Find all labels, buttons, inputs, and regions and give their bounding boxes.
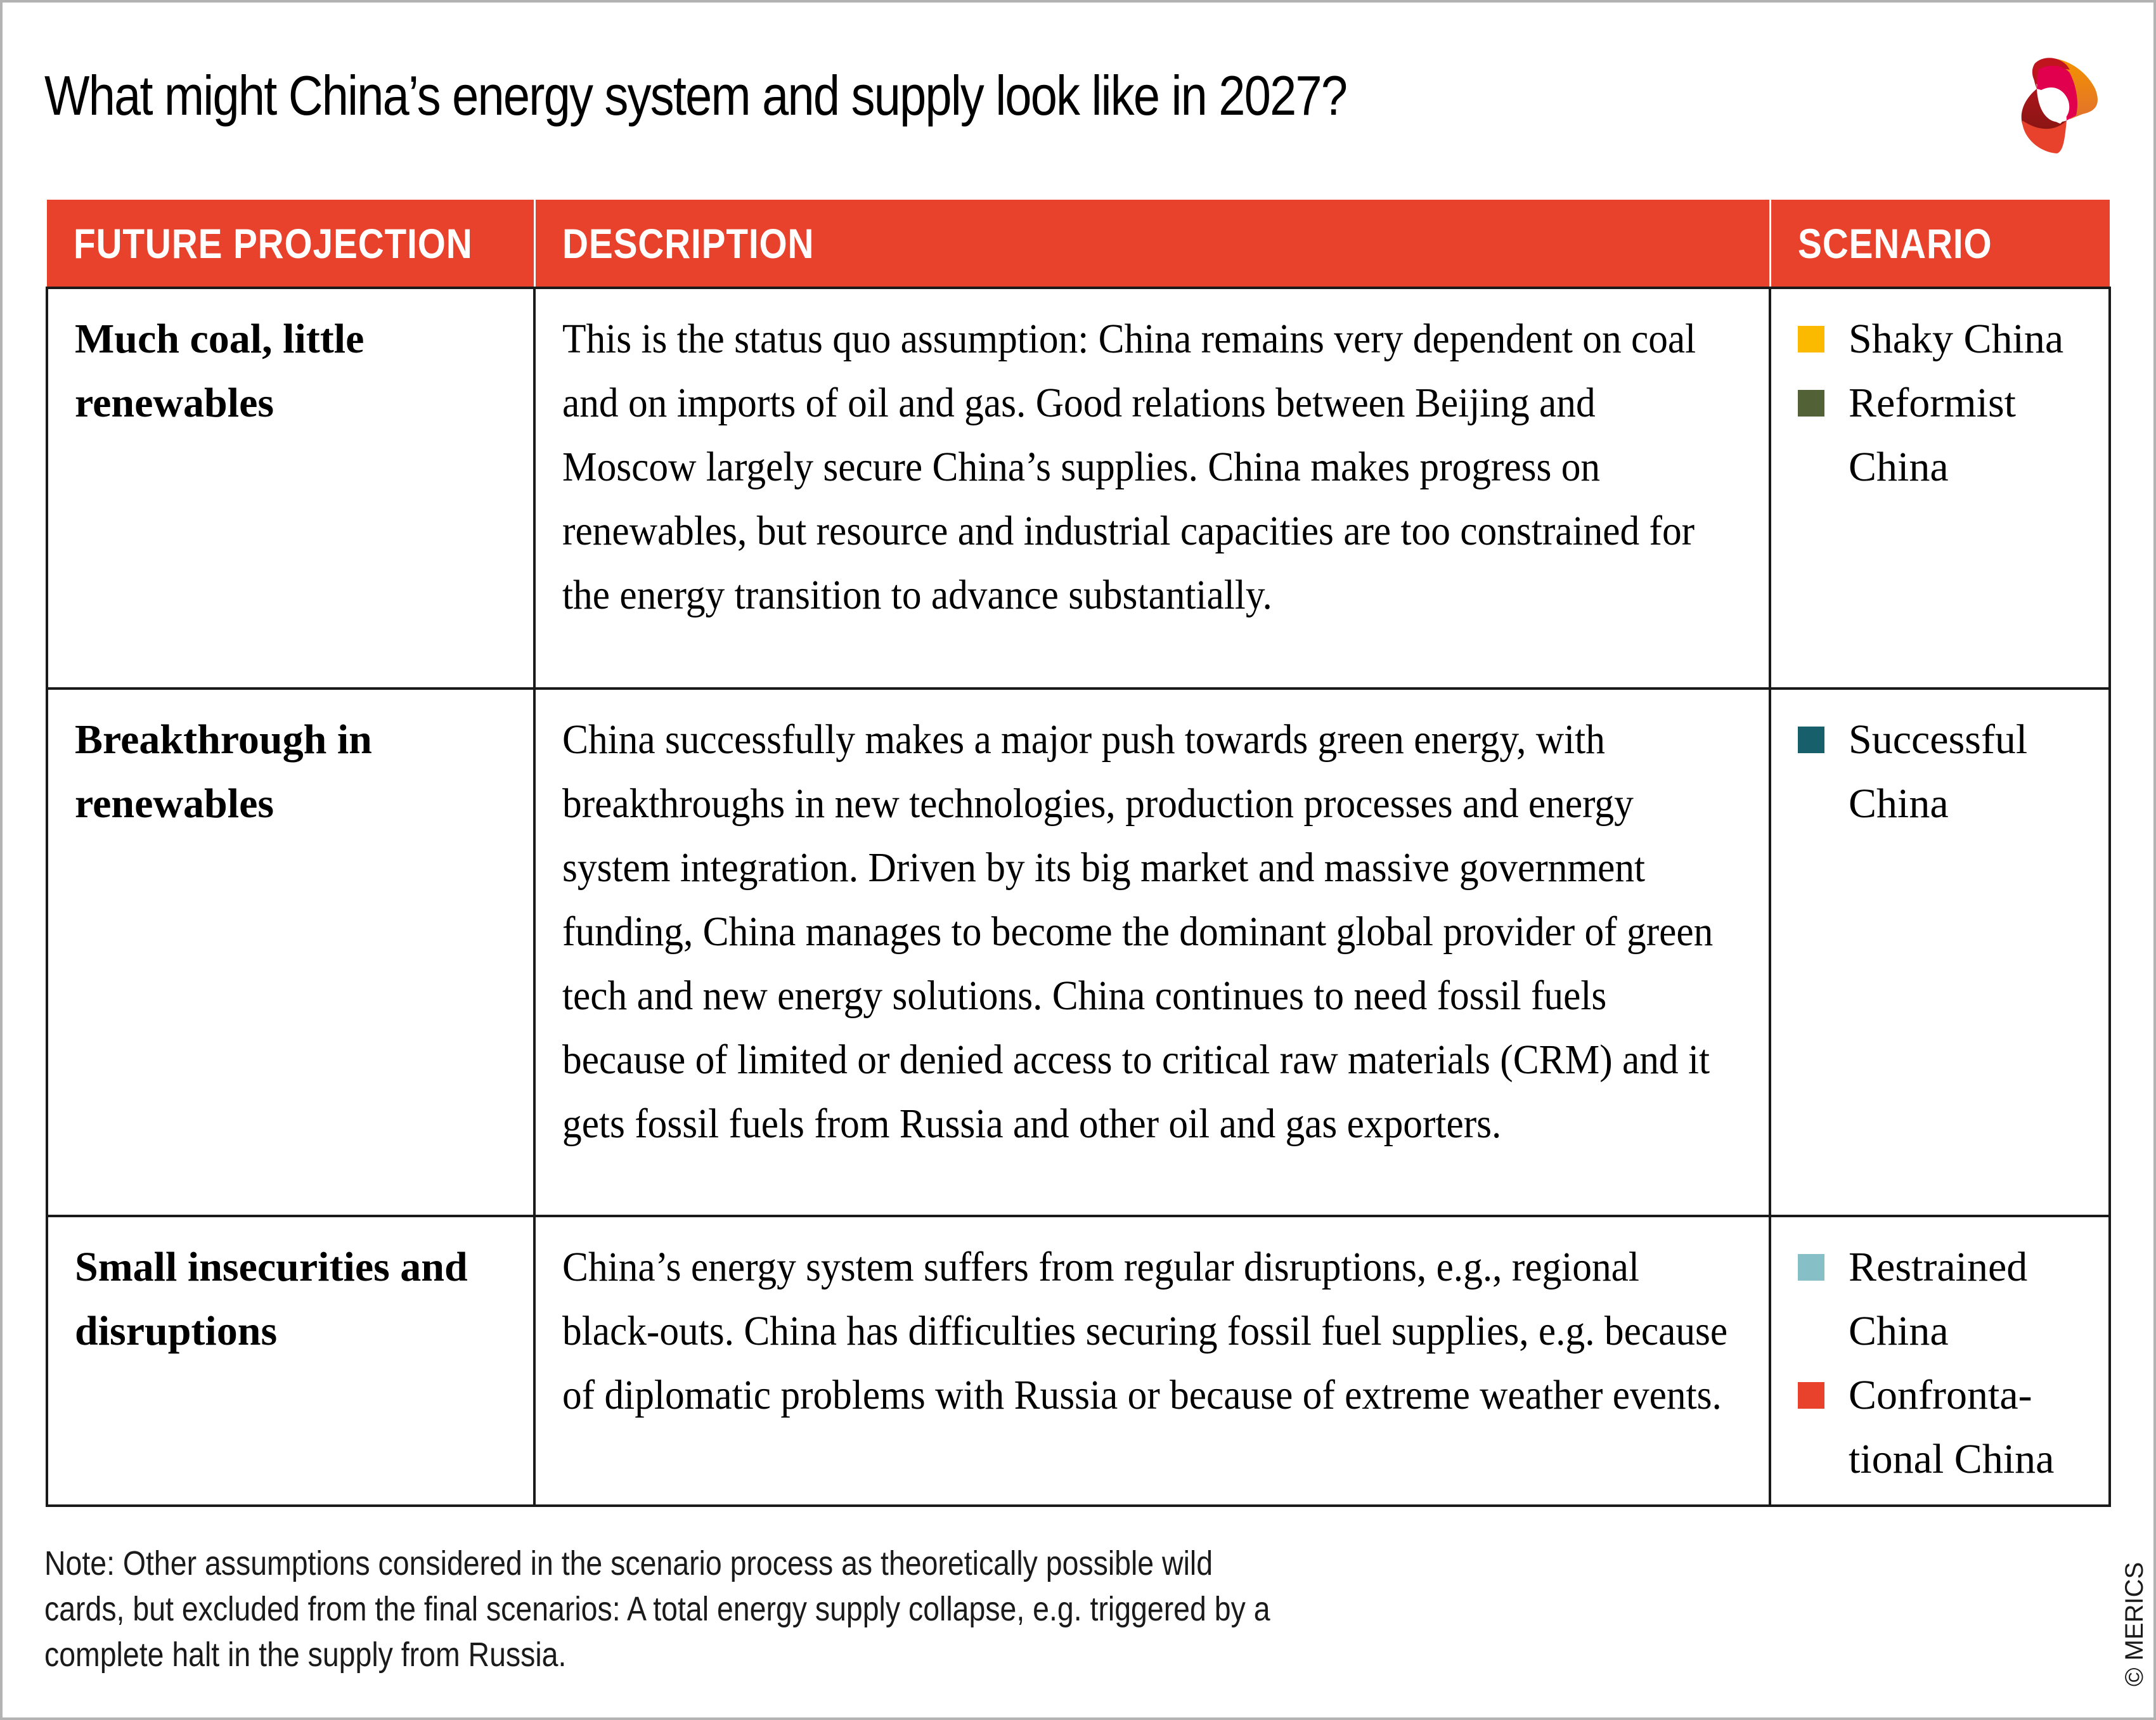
scenario-label: Successful China <box>1849 716 2028 827</box>
description-text: China’s energy system suffers from regul… <box>562 1244 1728 1418</box>
description-text: China successfully makes a major push to… <box>562 716 1714 1147</box>
table-header-row: FUTURE PROJECTION DESCRIPTION SCENARIO <box>47 200 2110 288</box>
copyright-label: © MERICS <box>2120 1562 2148 1686</box>
scenario-list: Shaky China Reformist China <box>1798 307 2084 499</box>
scenario-item: Shaky China <box>1798 307 2084 371</box>
header-scenario: SCENARIO <box>1770 200 2110 288</box>
description-cell: China’s energy system suffers from regul… <box>533 1215 1771 1507</box>
scenario-item: Reformist China <box>1798 371 2084 499</box>
projection-label: Breakthrough in renewables <box>75 716 372 827</box>
scenario-label: Reformist China <box>1849 380 2016 490</box>
description-cell: This is the status quo assumption: China… <box>533 287 1771 690</box>
table-row: Small insecurities and disruptions China… <box>46 1215 2111 1507</box>
scenario-list: Restrained China Confronta­tional China <box>1798 1235 2084 1491</box>
table-row: Much coal, little renewables This is the… <box>46 287 2111 690</box>
scenario-swatch-icon <box>1798 1254 1824 1281</box>
scenario-label: Shaky China <box>1849 316 2064 362</box>
projection-cell: Small insecurities and disruptions <box>46 1215 536 1507</box>
scenario-label: Confronta­tional China <box>1849 1372 2055 1482</box>
scenario-swatch-icon <box>1798 390 1824 417</box>
page-title: What might China’s energy system and sup… <box>44 64 1348 127</box>
header-future-projection: FUTURE PROJECTION <box>47 200 536 288</box>
projection-cell: Much coal, little renewables <box>46 287 536 690</box>
scenario-swatch-icon <box>1798 1382 1824 1409</box>
scenario-item: Confronta­tional China <box>1798 1363 2084 1491</box>
scenario-item: Restrained China <box>1798 1235 2084 1363</box>
scenario-list: Successful China <box>1798 708 2084 836</box>
merics-logo-icon <box>2021 58 2098 153</box>
projection-cell: Breakthrough in renewables <box>46 687 536 1217</box>
footnote: Note: Other assumptions considered in th… <box>44 1544 1270 1674</box>
scenario-cell: Successful China <box>1769 687 2111 1217</box>
projection-label: Much coal, little renewables <box>75 316 365 426</box>
scenario-cell: Shaky China Reformist China <box>1769 287 2111 690</box>
scenario-label: Restrained China <box>1849 1244 2028 1354</box>
table-row: Breakthrough in renewables China success… <box>46 687 2111 1217</box>
description-text: This is the status quo assumption: China… <box>562 316 1696 618</box>
scenario-swatch-icon <box>1798 326 1824 352</box>
projection-label: Small insecurities and disruptions <box>75 1244 468 1354</box>
scenario-swatch-icon <box>1798 727 1824 753</box>
projection-table: FUTURE PROJECTION DESCRIPTION SCENARIO M… <box>46 200 2111 1507</box>
description-cell: China successfully makes a major push to… <box>533 687 1771 1217</box>
header-description: DESCRIPTION <box>534 200 1771 288</box>
scenario-item: Successful China <box>1798 708 2084 836</box>
scenario-cell: Restrained China Confronta­tional China <box>1769 1215 2111 1507</box>
